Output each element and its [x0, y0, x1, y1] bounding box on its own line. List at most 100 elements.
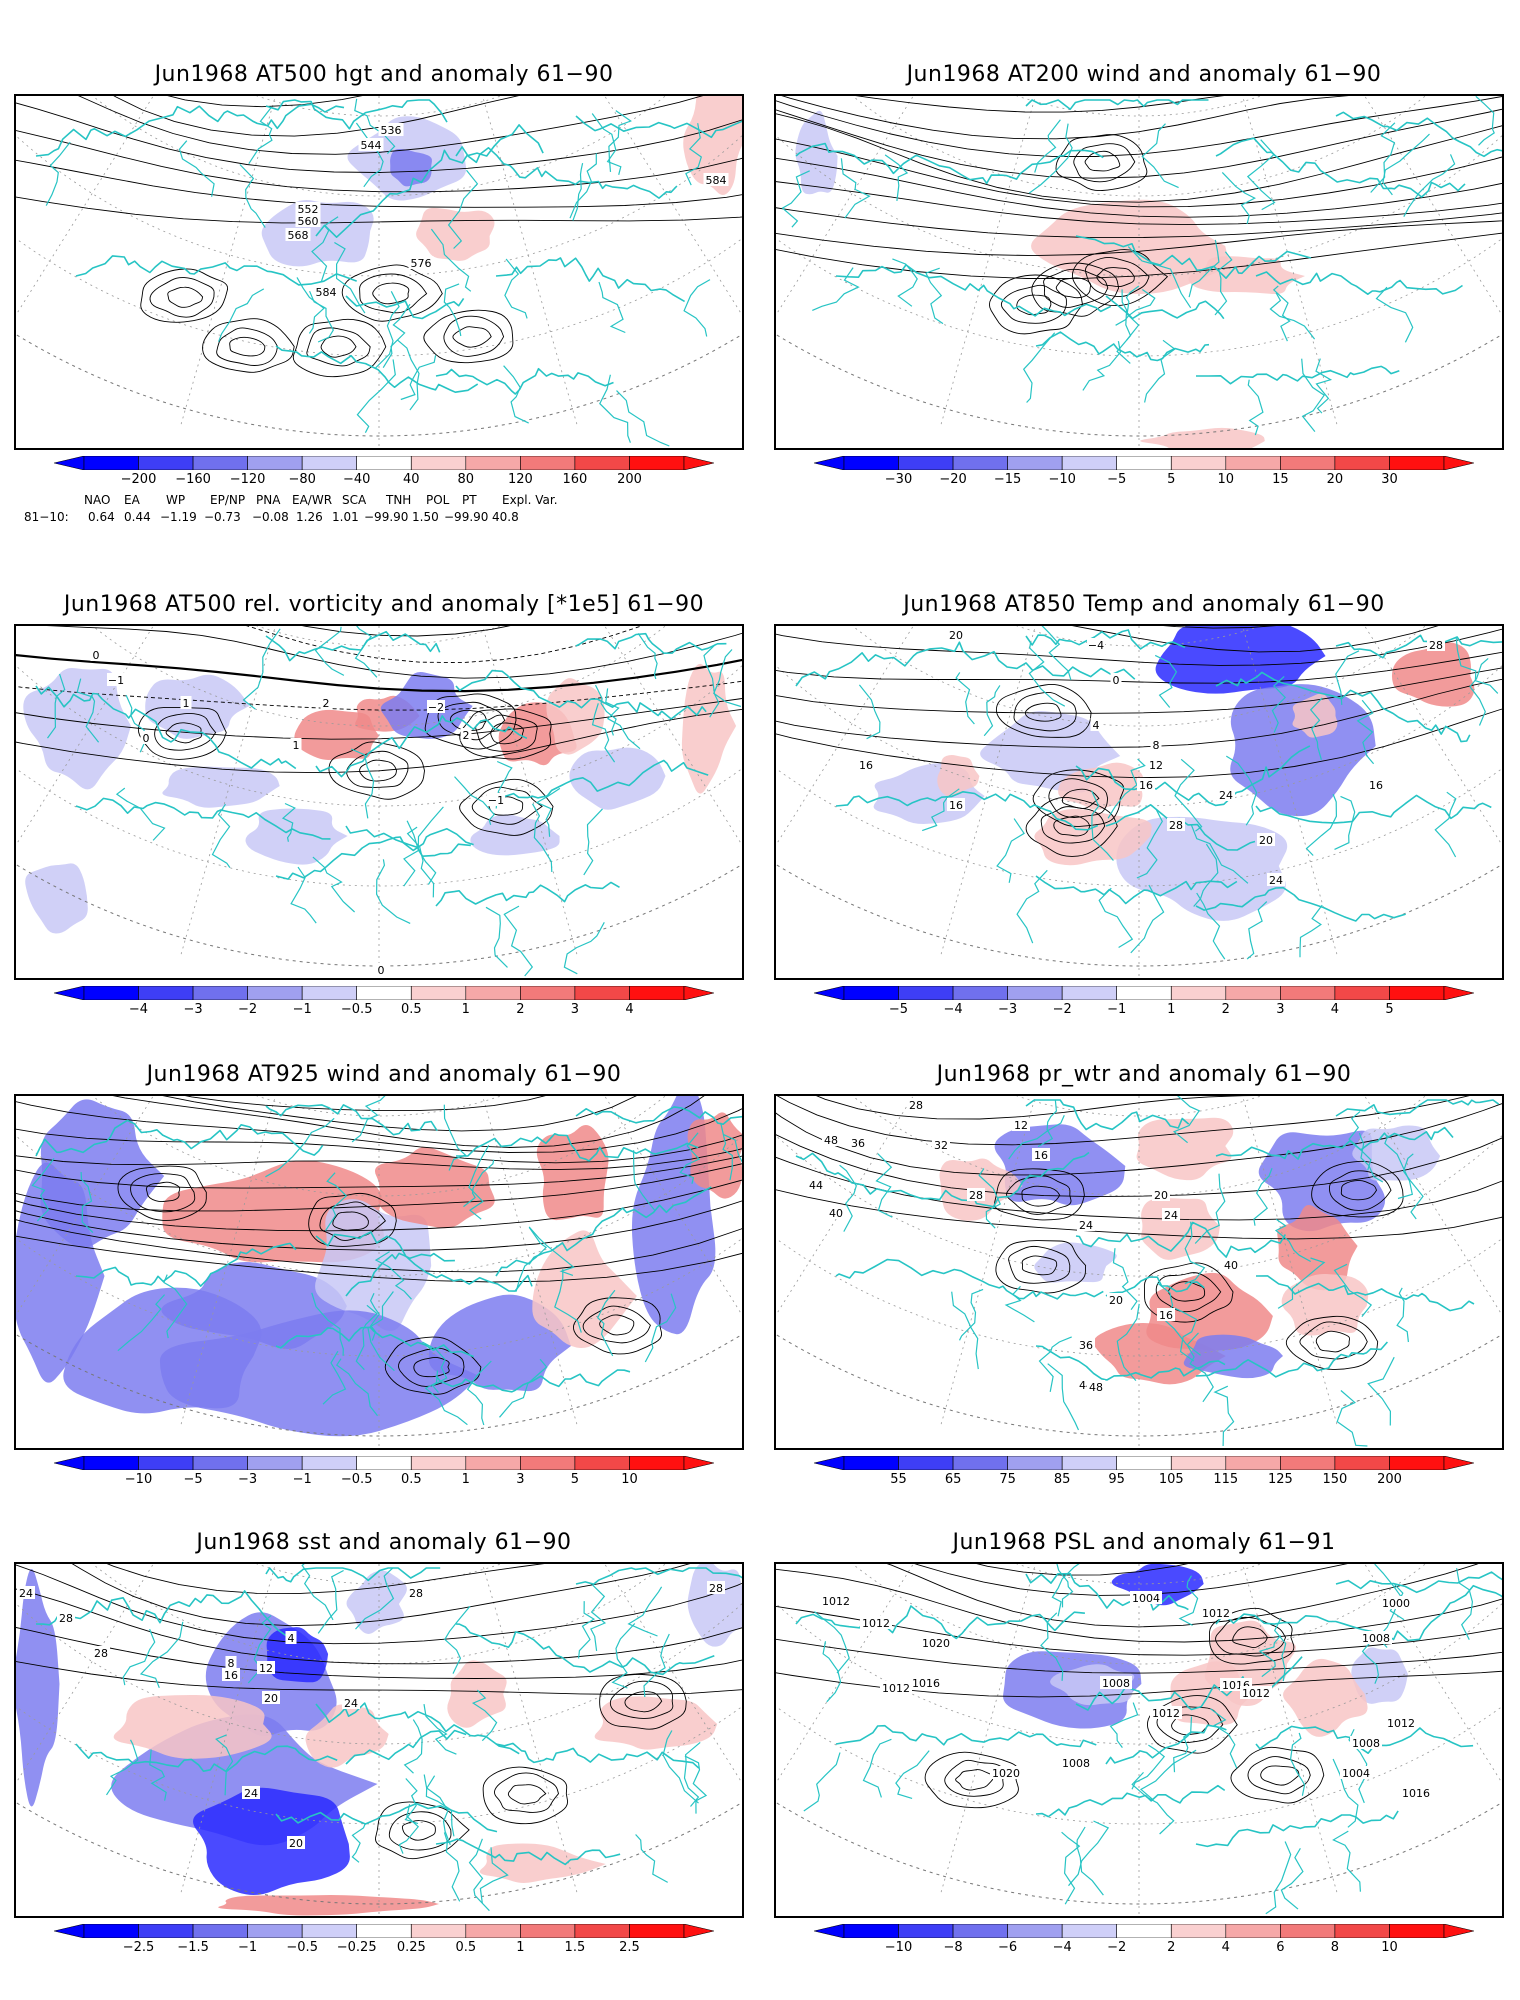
contour-loop	[140, 268, 229, 323]
contour-label: 28	[709, 1582, 723, 1595]
map-frame: 0 −1 1 2 −2 0 1 −1 0 2	[14, 624, 744, 980]
contour-label: 20	[1154, 1189, 1168, 1202]
contour-line	[16, 159, 742, 208]
contour-label: −1	[488, 794, 504, 807]
contour-label-bg	[967, 1188, 985, 1201]
contour-label: 568	[288, 229, 309, 242]
teleconnection-header: PT	[462, 493, 477, 507]
map-svg: 0 −1 1 2 −2 0 1 −1 0 2	[16, 626, 742, 978]
coastline	[435, 367, 614, 395]
contour-label: 1012	[1242, 1687, 1270, 1700]
colorbar-segment	[138, 456, 194, 470]
anomaly-patch	[687, 1112, 742, 1199]
contour-line	[776, 1189, 1502, 1240]
colorbar-extend-high	[1443, 1456, 1474, 1470]
colorbar-tick-label: 5	[570, 1472, 580, 1487]
meridian-line	[1364, 1096, 1502, 1316]
country-border	[1335, 650, 1360, 705]
country-border	[1356, 699, 1375, 765]
country-border	[1190, 824, 1249, 884]
country-border	[322, 1350, 347, 1405]
country-border	[397, 339, 420, 411]
contour-label-bg	[947, 798, 965, 811]
colorbar-tick-label: 80	[457, 472, 475, 487]
anomaly-patch	[63, 1287, 262, 1414]
coastline	[1335, 111, 1502, 158]
colorbar-tick-label: −160	[175, 472, 211, 487]
contour-line	[112, 1096, 705, 1148]
contour-label: 28	[94, 1647, 108, 1660]
graticule	[776, 1096, 1502, 1448]
country-border	[503, 905, 534, 977]
contour-line	[776, 113, 1502, 203]
contour-line	[816, 1096, 1255, 1120]
country-border	[958, 1288, 984, 1341]
coastline	[275, 1326, 474, 1358]
meridian-line	[604, 626, 742, 846]
contour-label-bg	[460, 728, 472, 741]
coastline	[1255, 271, 1463, 295]
country-border	[662, 1730, 699, 1804]
colorbar-tick-label: 160	[562, 472, 588, 487]
country-border	[499, 1358, 548, 1418]
anomaly-patch	[536, 1124, 609, 1221]
coastline	[315, 1231, 533, 1292]
contour-line	[16, 102, 742, 173]
contour-loop	[459, 778, 554, 836]
colorbar: 55 65 75 85 95 105 115 125 150 200	[814, 1456, 1474, 1492]
contour-loop	[154, 713, 217, 751]
colorbar-tick-label: 5	[1167, 472, 1176, 487]
meridian-line	[1242, 1096, 1339, 1429]
contour-line	[46, 626, 742, 679]
contour-loop	[1024, 702, 1062, 722]
colorbar-segment	[1389, 1924, 1445, 1938]
contour-line	[16, 653, 742, 693]
colorbar-tick-label: 125	[1267, 1472, 1293, 1487]
graticule	[16, 1564, 742, 1916]
contour-label-bg	[1167, 818, 1185, 831]
contour-label: 0	[1113, 674, 1120, 687]
country-border	[1144, 339, 1176, 403]
country-border	[983, 685, 1001, 737]
country-border	[1348, 1111, 1372, 1171]
contour-label: 1020	[922, 1637, 950, 1650]
contour-line	[776, 1134, 1502, 1198]
contour-loop	[1000, 284, 1067, 324]
contour-label: 16	[1139, 779, 1153, 792]
contour-label-bg	[1385, 1716, 1417, 1729]
contour-loop	[1096, 267, 1135, 288]
teleconnection-value: −0.73	[204, 510, 241, 524]
contour-label: 24	[19, 1587, 33, 1600]
country-border	[1455, 637, 1499, 694]
country-border	[374, 1251, 412, 1300]
teleconnection-header: Expl. Var.	[502, 493, 558, 507]
contour-line	[776, 96, 1502, 157]
country-border	[1068, 1820, 1110, 1887]
contour-label: 1000	[1382, 1597, 1410, 1610]
country-border	[803, 1752, 841, 1812]
contour-label: 1	[183, 697, 190, 710]
meridian-line	[604, 1564, 742, 1784]
anomaly-patch	[1111, 1564, 1204, 1606]
graticule	[16, 96, 742, 448]
meridian-line	[16, 96, 154, 316]
contour-label-bg	[285, 228, 311, 241]
country-border	[242, 628, 281, 710]
contour-label: 28	[909, 1099, 923, 1112]
colorbar-segment	[629, 1456, 685, 1470]
contours	[776, 96, 1502, 335]
colorbar-tick-label: −5	[888, 1002, 909, 1017]
coastline	[1335, 1099, 1500, 1117]
coastline	[315, 715, 528, 778]
contour-label-bg	[920, 1636, 952, 1649]
country-border	[117, 1294, 166, 1352]
contour-line	[16, 1661, 742, 1695]
country-border	[569, 153, 597, 219]
colorbar-segment	[356, 1924, 412, 1938]
colorbar-segment	[952, 986, 1008, 1000]
country-border	[424, 1370, 468, 1426]
contour-line	[184, 1096, 546, 1112]
contour-line	[776, 1568, 1502, 1643]
contour-line	[776, 628, 1502, 666]
